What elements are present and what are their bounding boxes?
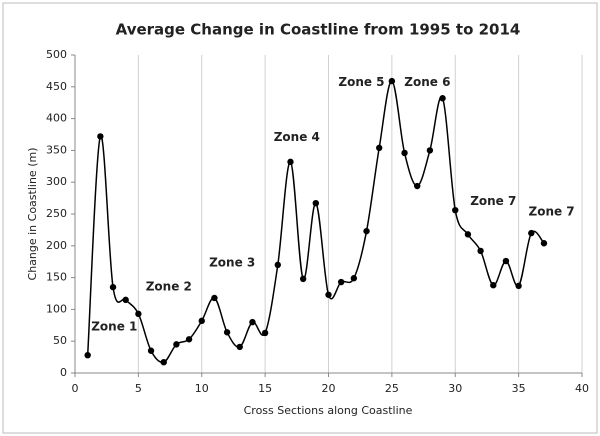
data-point bbox=[464, 231, 472, 238]
annotation: Zone 5 bbox=[338, 75, 384, 89]
y-tick-label: 200 bbox=[46, 239, 67, 252]
data-point bbox=[414, 182, 421, 190]
y-tick-label: 400 bbox=[46, 112, 67, 125]
data-point bbox=[84, 351, 91, 359]
x-tick-label: 20 bbox=[322, 382, 336, 395]
data-point bbox=[160, 358, 167, 366]
data-point bbox=[299, 275, 307, 283]
annotation: Zone 3 bbox=[209, 255, 255, 269]
data-point bbox=[350, 275, 358, 282]
data-point bbox=[439, 95, 446, 102]
data-point bbox=[261, 329, 269, 337]
annotation: Zone 7 bbox=[529, 205, 575, 219]
data-point bbox=[223, 329, 231, 336]
data-point bbox=[337, 278, 345, 286]
data-point bbox=[249, 318, 256, 326]
data-point bbox=[376, 144, 383, 152]
data-point bbox=[502, 257, 510, 265]
y-tick-label: 250 bbox=[46, 207, 67, 220]
y-tick-label: 350 bbox=[46, 143, 67, 156]
x-tick-label: 25 bbox=[385, 382, 399, 395]
data-point bbox=[325, 291, 332, 298]
annotation: Zone 4 bbox=[274, 130, 320, 144]
x-axis-title: Cross Sections along Coastline bbox=[244, 404, 413, 417]
data-point bbox=[452, 206, 459, 214]
y-tick-label: 300 bbox=[46, 175, 67, 188]
data-point bbox=[135, 310, 142, 318]
data-point bbox=[109, 283, 117, 291]
data-point bbox=[540, 240, 548, 247]
data-point bbox=[122, 296, 129, 304]
data-point bbox=[388, 77, 396, 85]
chart-title: Average Change in Coastline from 1995 to… bbox=[116, 21, 521, 39]
data-point bbox=[147, 347, 155, 354]
y-axis-title: Change in Coastline (m) bbox=[26, 148, 39, 281]
y-tick-label: 500 bbox=[46, 48, 67, 61]
y-tick-label: 0 bbox=[60, 366, 67, 379]
data-point bbox=[477, 247, 484, 255]
data-point bbox=[211, 294, 218, 302]
y-tick-label: 50 bbox=[53, 334, 67, 347]
annotation: Zone 2 bbox=[146, 280, 192, 294]
data-point bbox=[173, 341, 180, 348]
x-tick-label: 35 bbox=[512, 382, 526, 395]
x-tick-label: 10 bbox=[195, 382, 209, 395]
series-line bbox=[86, 80, 545, 364]
data-point bbox=[274, 261, 281, 269]
data-point bbox=[515, 282, 522, 290]
x-tick-label: 30 bbox=[448, 382, 462, 395]
x-tick-label: 5 bbox=[135, 382, 142, 395]
data-point bbox=[426, 147, 434, 154]
x-tick-label: 40 bbox=[575, 382, 589, 395]
y-tick-label: 100 bbox=[46, 302, 67, 315]
y-tick-label: 150 bbox=[46, 271, 67, 284]
data-point bbox=[312, 199, 320, 207]
data-point bbox=[528, 229, 535, 237]
x-tick-label: 0 bbox=[72, 382, 79, 395]
x-tick-label: 15 bbox=[258, 382, 272, 395]
data-point bbox=[363, 227, 370, 235]
annotation: Zone 1 bbox=[91, 320, 137, 334]
annotation: Zone 7 bbox=[470, 194, 516, 208]
data-point bbox=[198, 317, 205, 325]
data-point bbox=[490, 282, 497, 289]
data-point bbox=[401, 149, 408, 157]
annotation: Zone 6 bbox=[404, 75, 450, 89]
data-point bbox=[236, 343, 243, 351]
data-point bbox=[287, 158, 294, 166]
y-tick-label: 450 bbox=[46, 80, 67, 93]
data-point bbox=[97, 133, 104, 140]
data-point bbox=[185, 336, 193, 343]
